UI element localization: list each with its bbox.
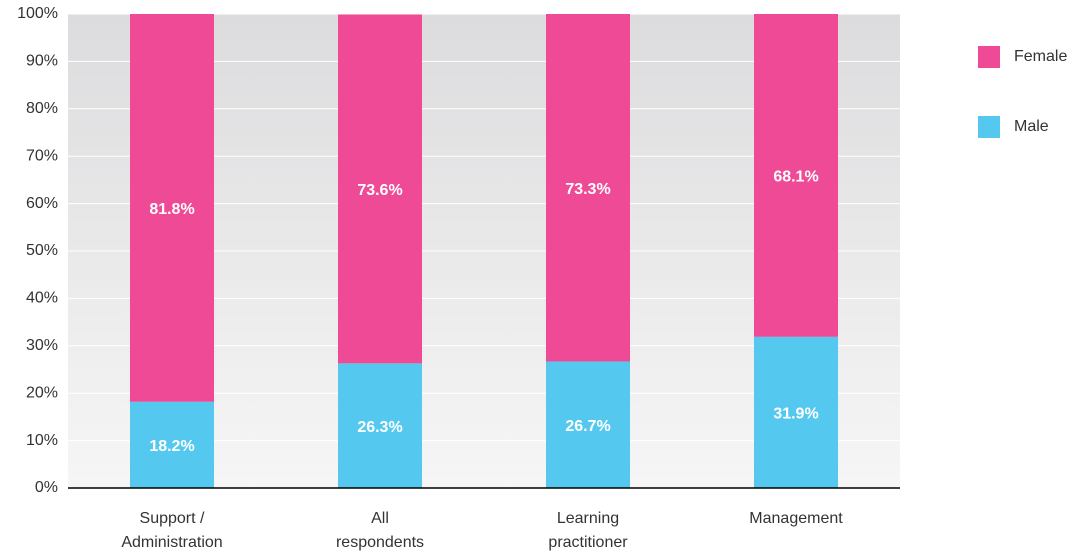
- x-tick-label: Learning: [557, 510, 619, 527]
- y-tick-label: 30%: [26, 337, 58, 354]
- value-label: 26.3%: [357, 419, 402, 436]
- y-tick-label: 80%: [26, 100, 58, 117]
- legend-label: Male: [1014, 118, 1049, 135]
- x-tick-label: Support /: [140, 510, 205, 527]
- x-tick-label: Administration: [121, 534, 222, 551]
- y-tick-label: 50%: [26, 242, 58, 259]
- y-tick-label: 60%: [26, 195, 58, 212]
- x-tick-label: Management: [749, 510, 843, 527]
- bar-segment: [338, 363, 422, 488]
- legend-swatch: [978, 116, 1000, 138]
- value-label: 73.3%: [565, 181, 610, 198]
- x-tick-label: practitioner: [548, 534, 628, 551]
- value-label: 26.7%: [565, 418, 610, 435]
- value-label: 73.6%: [357, 182, 402, 199]
- bar-segment: [130, 14, 214, 402]
- bar-segment: [754, 336, 838, 488]
- bar-segment: [754, 14, 838, 337]
- value-label: 18.2%: [149, 438, 194, 455]
- value-label: 68.1%: [773, 169, 818, 186]
- x-tick-label: All: [371, 510, 389, 527]
- y-tick-label: 0%: [35, 479, 58, 496]
- y-tick-label: 90%: [26, 53, 58, 70]
- y-tick-label: 40%: [26, 290, 58, 307]
- y-tick-label: 70%: [26, 147, 58, 164]
- y-tick-label: 100%: [17, 5, 58, 22]
- legend-label: Female: [1014, 48, 1067, 65]
- y-tick-label: 10%: [26, 432, 58, 449]
- bar-segment: [546, 361, 630, 488]
- value-label: 31.9%: [773, 406, 818, 423]
- bar-segment: [338, 14, 422, 364]
- legend-swatch: [978, 46, 1000, 68]
- value-label: 81.8%: [149, 201, 194, 218]
- bar-segment: [546, 14, 630, 362]
- x-tick-label: respondents: [336, 534, 424, 551]
- y-tick-label: 20%: [26, 384, 58, 401]
- bar-segment: [130, 401, 214, 488]
